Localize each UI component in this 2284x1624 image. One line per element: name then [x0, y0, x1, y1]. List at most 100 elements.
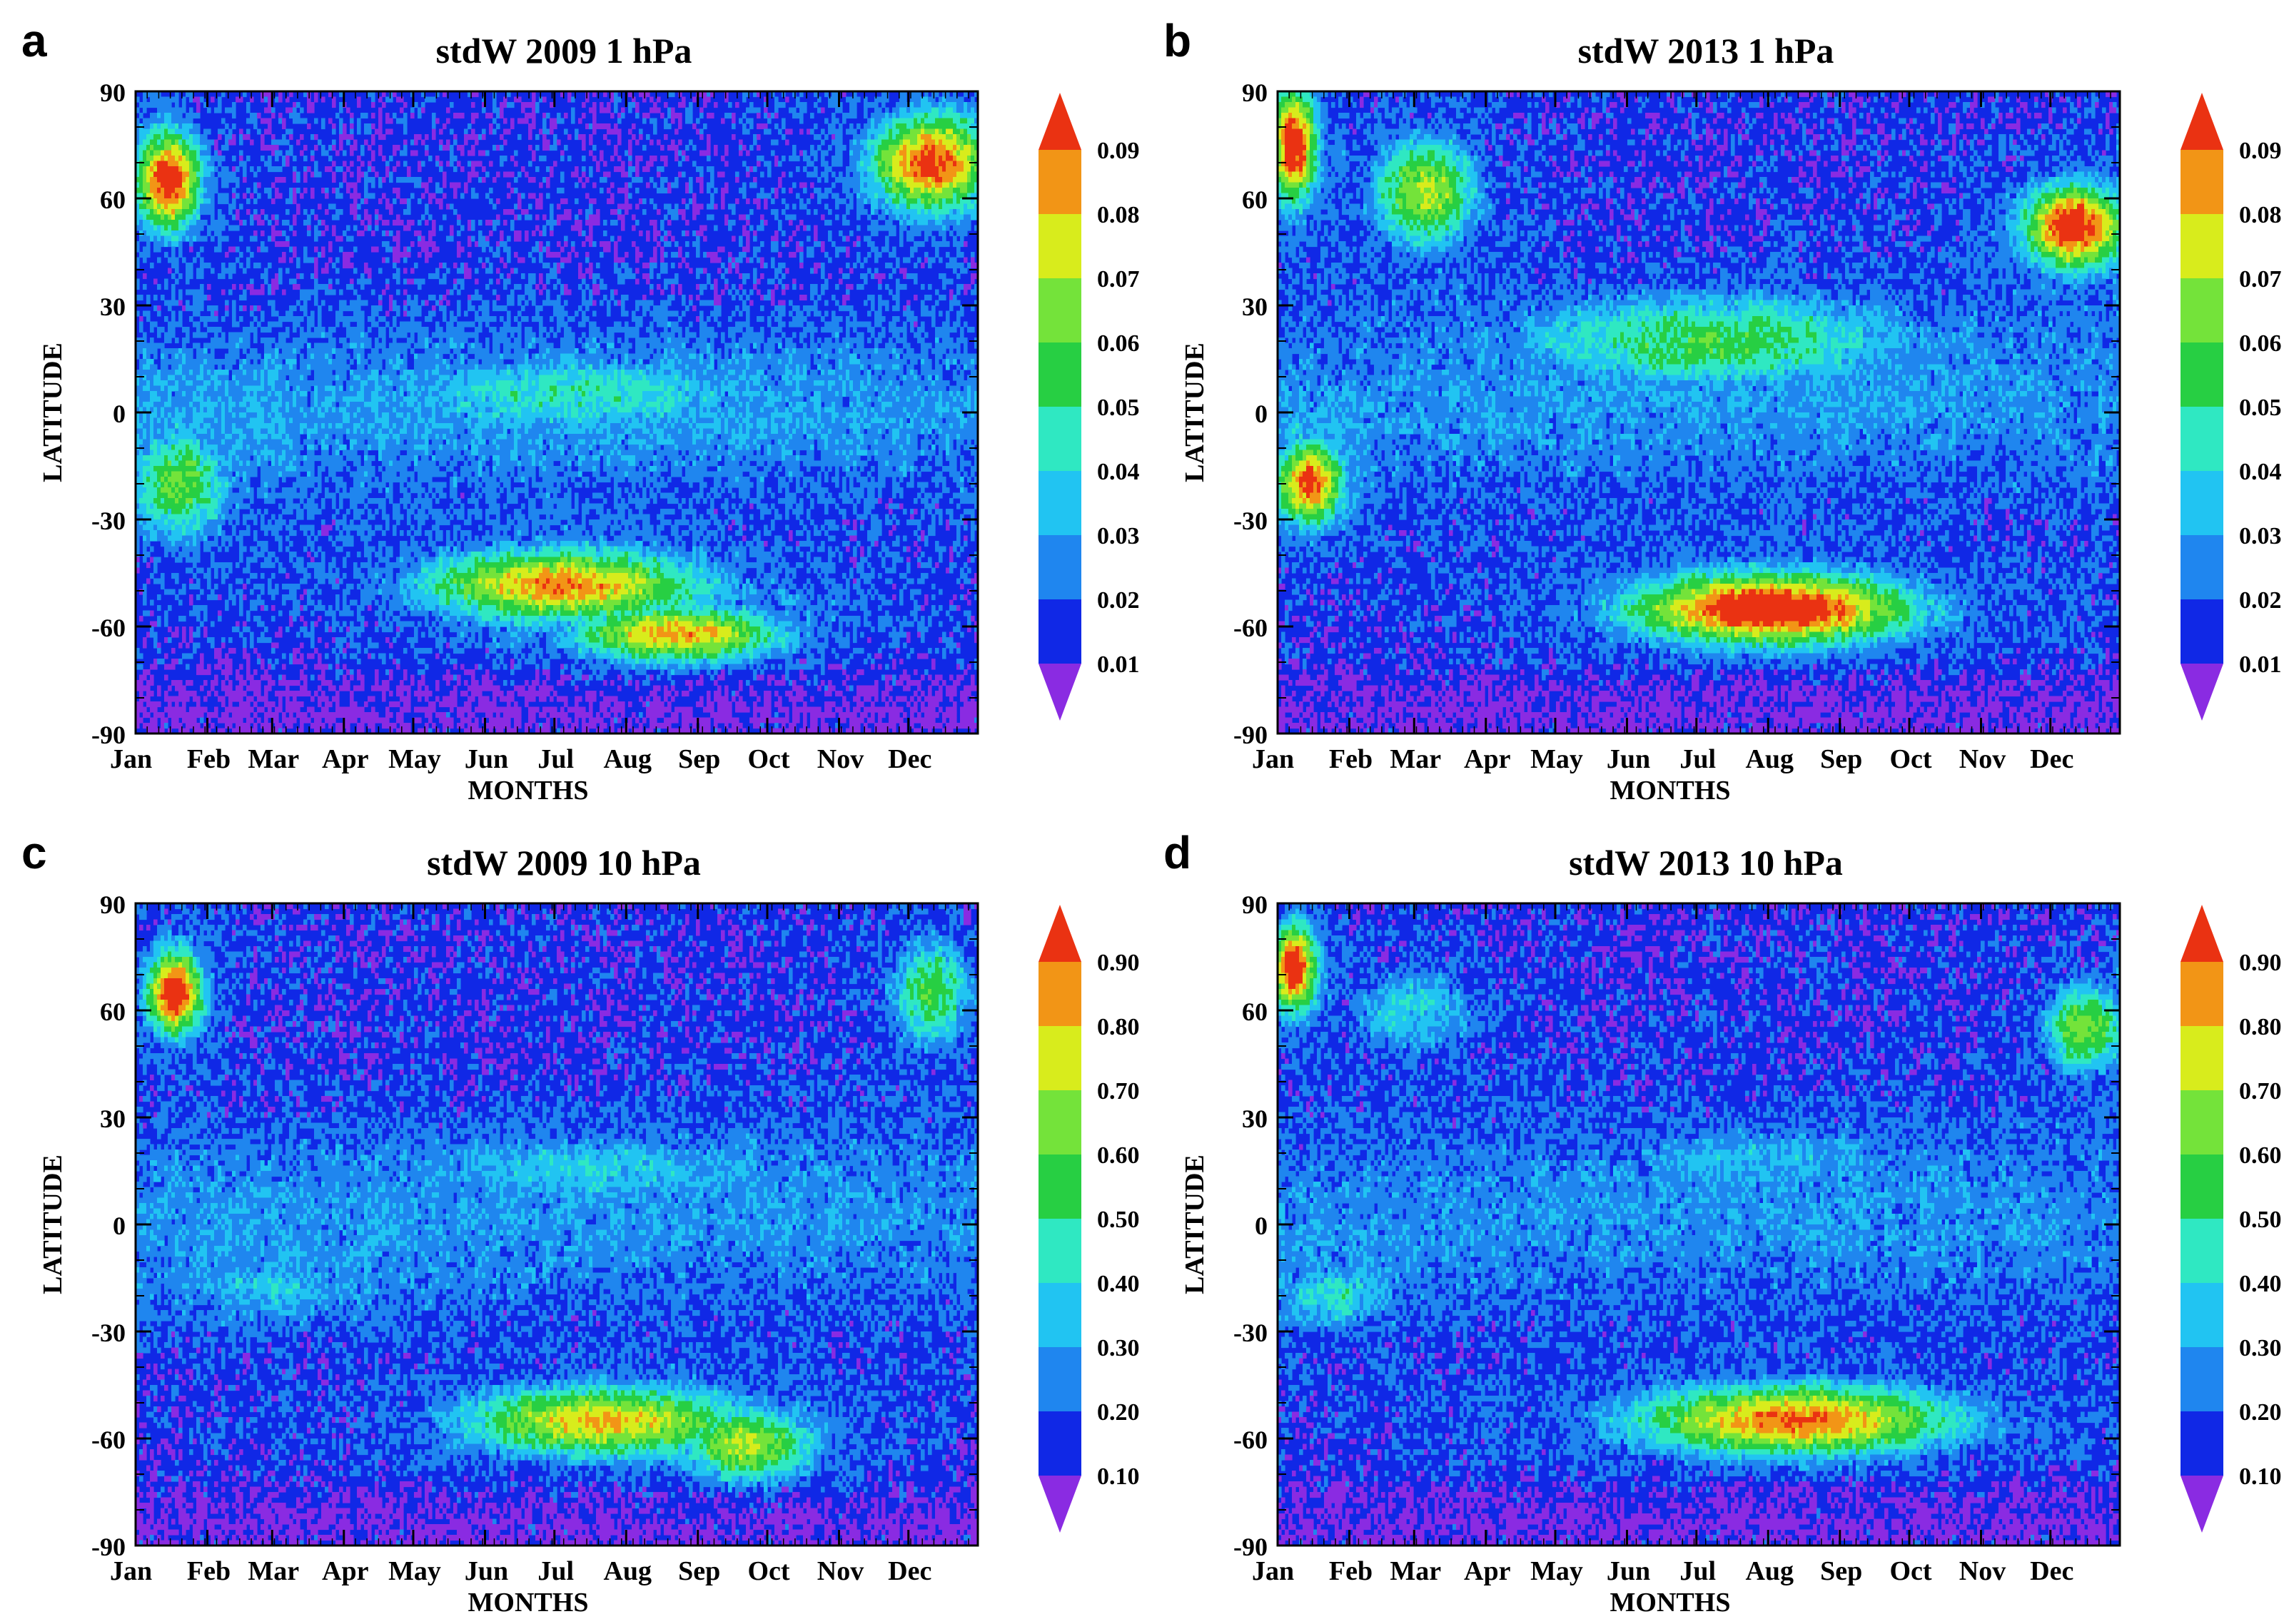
x-tick-label: Jun	[465, 744, 508, 774]
colorbar-segment	[2181, 1026, 2223, 1090]
colorbar-label: 0.70	[1097, 1078, 1140, 1105]
y-tick-label: 60	[1242, 998, 1268, 1026]
x-tick-label: Sep	[1820, 744, 1862, 774]
panel-d: d stdW 2013 10 hPa 90 60 30 0 -30 -60 -90 Jan Fe…	[1142, 812, 2284, 1624]
x-tick-label: Mar	[1390, 1556, 1441, 1586]
colorbar-segment	[1039, 599, 1081, 664]
colorbar-label: 0.90	[2239, 950, 2282, 976]
colorbar-segment	[2181, 214, 2223, 278]
x-tick-label: Jun	[465, 1556, 508, 1586]
x-axis-label: MONTHS	[468, 776, 589, 806]
y-axis-label: LATITUDE	[38, 1154, 68, 1294]
y-tick-label: -90	[91, 721, 126, 749]
x-tick-label: Apr	[1464, 1556, 1511, 1586]
x-tick-label: Apr	[1464, 744, 1511, 774]
colorbar-label: 0.01	[2239, 651, 2282, 678]
x-tick-label: Feb	[1329, 744, 1373, 774]
y-tick-label: 90	[1242, 78, 1268, 107]
colorbar-label: 0.09	[1097, 138, 1140, 164]
colorbar-segment	[1039, 150, 1081, 214]
y-tick-label: -60	[91, 1426, 126, 1454]
x-tick-label: May	[388, 1556, 441, 1586]
colorbar-segment	[1039, 1026, 1081, 1090]
colorbar-segment	[2181, 150, 2223, 214]
colorbar-label: 0.60	[1097, 1142, 1140, 1169]
colorbar-label: 0.80	[1097, 1014, 1140, 1040]
x-tick-label: Oct	[1889, 744, 1931, 774]
colorbar-segment	[1039, 535, 1081, 599]
x-tick-label: Feb	[187, 744, 231, 774]
y-tick-label: -90	[91, 1533, 126, 1561]
colorbar-segment	[2181, 1347, 2223, 1411]
colorbar-max-extend	[2181, 905, 2223, 962]
colorbar-segment	[1039, 1154, 1081, 1219]
colorbar-segment	[1039, 407, 1081, 471]
y-tick-label: 90	[100, 78, 126, 107]
colorbar-segment	[1039, 962, 1081, 1026]
colorbar-label: 0.10	[2239, 1463, 2282, 1490]
y-tick-label: -60	[1233, 1426, 1268, 1454]
x-tick-label: Apr	[322, 744, 369, 774]
panel-letter: b	[1163, 14, 1191, 67]
colorbar-segment	[2181, 342, 2223, 407]
y-tick-label: -60	[1233, 614, 1268, 642]
panel-letter: a	[21, 14, 47, 67]
x-tick-label: Jul	[537, 1556, 574, 1586]
x-tick-label: Feb	[187, 1556, 231, 1586]
panel-title: stdW 2009 10 hPa	[143, 842, 985, 883]
colorbar: 0.10 0.20 0.30 0.40 0.50 0.60 0.70 0.80 0.90	[2181, 905, 2282, 1533]
x-tick-label: Mar	[1390, 744, 1441, 774]
x-tick-label: Oct	[747, 1556, 789, 1586]
x-tick-label: Aug	[1745, 1556, 1794, 1586]
colorbar-segment	[2181, 535, 2223, 599]
panel-title: stdW 2009 1 hPa	[143, 30, 985, 71]
y-tick-label: 30	[1242, 293, 1268, 321]
colorbar-label: 0.03	[1097, 523, 1140, 549]
y-tick-label: 90	[100, 890, 126, 919]
colorbar-label: 0.20	[2239, 1399, 2282, 1426]
colorbar-min-extend	[1039, 664, 1081, 721]
colorbar-max-extend	[2181, 93, 2223, 150]
x-tick-label: May	[1530, 744, 1583, 774]
colorbar-label: 0.50	[1097, 1207, 1140, 1233]
colorbar-min-extend	[2181, 664, 2223, 721]
heatmap-cells	[136, 91, 979, 734]
y-axis-label: LATITUDE	[1180, 1154, 1210, 1294]
y-tick-label: -60	[91, 614, 126, 642]
x-tick-label: Feb	[1329, 1556, 1373, 1586]
panel-title: stdW 2013 1 hPa	[1285, 30, 2127, 71]
colorbar-segment	[1039, 1219, 1081, 1283]
x-tick-label: Mar	[248, 1556, 299, 1586]
x-tick-label: Aug	[603, 1556, 652, 1586]
colorbar-label: 0.05	[2239, 395, 2282, 421]
colorbar-label: 0.07	[1097, 266, 1140, 293]
colorbar-label: 0.03	[2239, 523, 2282, 549]
colorbar-segment	[1039, 278, 1081, 342]
colorbar-label: 0.04	[2239, 459, 2282, 485]
y-axis-label: LATITUDE	[1180, 342, 1210, 482]
colorbar-segment	[1039, 1347, 1081, 1411]
x-tick-label: Jan	[1252, 1556, 1294, 1586]
x-tick-label: Nov	[817, 744, 864, 774]
colorbar-segment	[1039, 1411, 1081, 1476]
x-tick-label: Dec	[2030, 1556, 2073, 1586]
y-tick-label: 30	[100, 1105, 126, 1133]
y-tick-label: -90	[1233, 721, 1268, 749]
colorbar-label: 0.06	[1097, 330, 1140, 357]
panel-a: a stdW 2009 1 hPa 90 60 30 0 -30 -60 -90 Jan Feb…	[0, 0, 1142, 812]
y-tick-label: -30	[91, 507, 126, 535]
colorbar-label: 0.08	[2239, 202, 2282, 228]
x-axis-label: MONTHS	[1610, 776, 1731, 806]
colorbar-label: 0.09	[2239, 138, 2282, 164]
x-tick-label: Jan	[110, 744, 152, 774]
y-axis-label: LATITUDE	[38, 342, 68, 482]
x-tick-label: Sep	[1820, 1556, 1862, 1586]
heatmap-cells	[1278, 903, 2121, 1546]
y-tick-label: -30	[1233, 1319, 1268, 1347]
x-axis-label: MONTHS	[1610, 1588, 1731, 1618]
colorbar-label: 0.90	[1097, 950, 1140, 976]
x-tick-label: Oct	[747, 744, 789, 774]
x-tick-label: Jan	[1252, 744, 1294, 774]
colorbar: 0.01 0.02 0.03 0.04 0.05 0.06 0.07 0.08 0.09	[1039, 93, 1140, 721]
